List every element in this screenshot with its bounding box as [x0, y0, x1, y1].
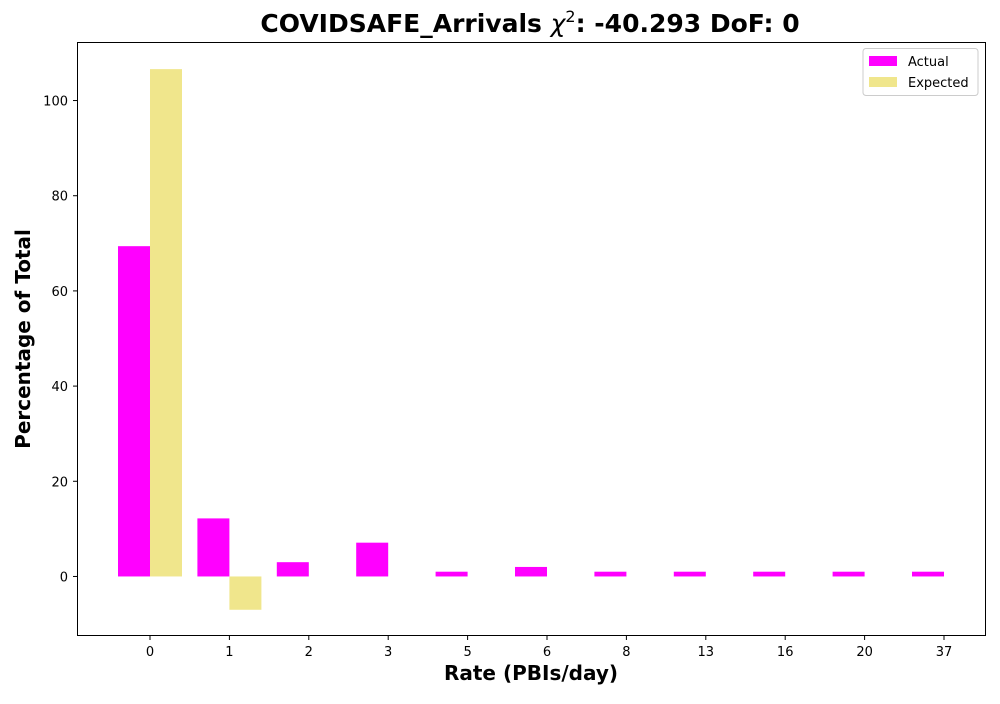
bar-actual-37: [912, 571, 944, 577]
y-tick-label: 40: [51, 380, 68, 395]
x-tick-label: 13: [698, 645, 715, 660]
bar-actual-2: [276, 562, 309, 577]
y-tick-label: 80: [51, 190, 68, 205]
y-tick-label: 0: [60, 570, 68, 585]
title-prefix: COVIDSAFE_Arrivals: [260, 9, 550, 38]
x-tick-label: 3: [384, 645, 392, 660]
x-tick-label: 16: [777, 645, 794, 660]
bar-actual-13: [673, 571, 706, 577]
x-tick-label: 6: [543, 645, 551, 660]
bar-actual-3: [356, 542, 389, 577]
bar-expected-1: [229, 576, 262, 610]
title-chi: χ: [549, 9, 567, 38]
x-axis-label: Rate (PBIs/day): [444, 661, 618, 685]
x-tick-label: 37: [936, 645, 953, 660]
x-tick-label: 8: [622, 645, 630, 660]
legend-label-actual: Actual: [908, 55, 949, 70]
bar-actual-0: [118, 246, 150, 577]
bar-actual-16: [753, 571, 786, 577]
y-tick-label: 60: [51, 285, 68, 300]
ticks-layer: 0 1 2 3 5 6 8 13 16 20 37 0 20 40 60 80 100: [43, 95, 952, 660]
bar-actual-6: [515, 566, 547, 577]
chart-title: COVIDSAFE_Arrivals χ2: -40.293 DoF: 0: [260, 7, 799, 38]
legend-label-expected: Expected: [908, 76, 969, 91]
title-suffix: : -40.293 DoF: 0: [576, 9, 800, 38]
bar-actual-1: [197, 518, 230, 577]
bar-actual-5: [435, 571, 468, 577]
plot-frame: [77, 42, 986, 636]
bar-actual-20: [832, 571, 865, 577]
legend-swatch-actual: [869, 56, 897, 66]
x-tick-label: 5: [463, 645, 471, 660]
y-tick-label: 100: [43, 95, 68, 110]
x-tick-label: 0: [146, 645, 154, 660]
bar-actual-8: [594, 571, 627, 577]
x-tick-label: 20: [856, 645, 873, 660]
title-superscript: 2: [565, 7, 575, 26]
y-tick-label: 20: [51, 475, 68, 490]
x-tick-label: 2: [305, 645, 313, 660]
bar-expected-0: [150, 69, 182, 577]
bars-layer: [118, 69, 944, 610]
legend: Actual Expected: [862, 48, 979, 96]
legend-swatch-expected: [869, 77, 897, 87]
x-tick-label: 1: [225, 645, 233, 660]
y-axis-label: Percentage of Total: [11, 229, 35, 449]
